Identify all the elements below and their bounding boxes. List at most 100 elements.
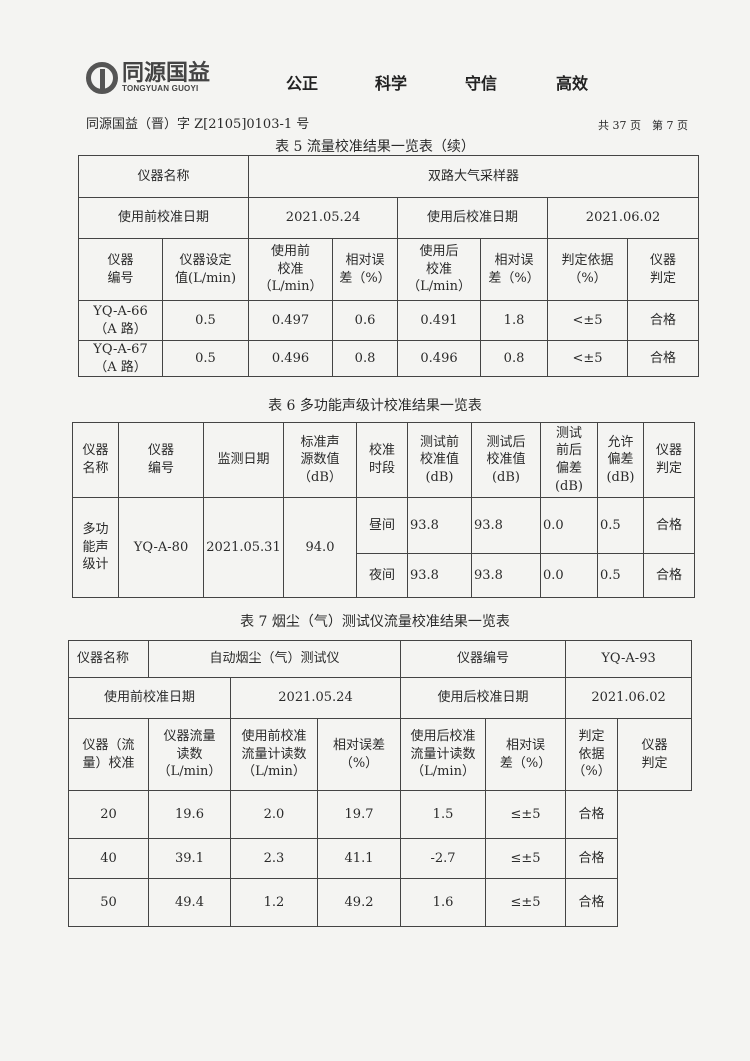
table-cell: 1.2 bbox=[230, 878, 318, 927]
table-cell: 2.0 bbox=[230, 790, 318, 839]
table-cell: <±5 bbox=[547, 339, 629, 378]
table-row: YQ-A-66 （A 路） 0.5 0.497 0.6 0.491 1.8 <±5 合格 bbox=[78, 300, 700, 341]
table-cell: 1.5 bbox=[400, 790, 487, 839]
column-header: 监测日期 bbox=[203, 422, 284, 498]
table-cell: 19.6 bbox=[148, 790, 231, 839]
table-cell: 19.7 bbox=[316, 790, 402, 839]
pre-date: 2021.05.24 bbox=[248, 197, 399, 239]
post-date-label: 使用后校准日期 bbox=[397, 197, 549, 239]
table-cell: 20 bbox=[68, 790, 149, 839]
id-label: 仪器编号 bbox=[400, 640, 567, 678]
table6-title: 表 6 多功能声级计校准结果一览表 bbox=[268, 398, 482, 414]
table-cell: 夜间 bbox=[356, 553, 408, 598]
table-cell: 0.5 bbox=[161, 339, 250, 378]
column-header: 判定依据 （%） bbox=[547, 238, 629, 301]
table-cell: 合格 bbox=[627, 300, 700, 341]
table-cell: 93.8 bbox=[471, 553, 541, 598]
table-cell: -2.7 bbox=[400, 838, 487, 879]
column-header: 判定 依据 （%） bbox=[565, 718, 619, 791]
column-header: 使用前 校准 （L/min） bbox=[248, 238, 334, 301]
column-header: 测试前 校准值 (dB) bbox=[407, 422, 472, 498]
column-header: 使用后 校准 （L/min） bbox=[397, 238, 482, 301]
monitor-date: 2021.05.31 bbox=[203, 497, 284, 598]
column-header: 仪器 判定 bbox=[643, 422, 695, 498]
motto-2: 科学 bbox=[375, 74, 408, 93]
table-cell: 93.8 bbox=[471, 497, 541, 554]
table-cell: 0.497 bbox=[248, 300, 334, 341]
table-row: 40 39.1 2.3 41.1 -2.7 ≤±5 合格 bbox=[68, 838, 692, 879]
table-cell: 0.5 bbox=[597, 497, 644, 554]
column-header: 标准声 源数值 （dB） bbox=[283, 422, 357, 498]
table5-title: 表 5 流量校准结果一览表（续） bbox=[275, 139, 475, 155]
table-row: 夜间 93.8 93.8 0.0 0.5 合格 bbox=[73, 553, 695, 598]
column-header: 测试 前后 偏差 (dB) bbox=[540, 422, 598, 498]
table7: 仪器名称 自动烟尘（气）测试仪 仪器编号 YQ-A-93 使用前校准日期 2021.05… bbox=[68, 640, 693, 927]
table-cell: 0.496 bbox=[248, 339, 334, 378]
column-header: 仪器 编号 bbox=[118, 422, 204, 498]
table-cell: 0.5 bbox=[597, 553, 644, 598]
name-label: 仪器名称 bbox=[77, 155, 250, 198]
name-value: 自动烟尘（气）测试仪 bbox=[147, 640, 402, 678]
table-cell: 0.6 bbox=[332, 300, 399, 341]
column-header: 相对误 差（%） bbox=[332, 238, 399, 301]
logo-mark-icon bbox=[86, 62, 118, 94]
motto-1: 公正 bbox=[286, 74, 319, 93]
table-row: 20 19.6 2.0 19.7 1.5 ≤±5 合格 bbox=[68, 790, 692, 839]
column-header: 测试后 校准值 (dB) bbox=[471, 422, 541, 498]
column-header: 仪器 编号 bbox=[78, 238, 163, 301]
table-cell: ≤±5 bbox=[485, 878, 567, 927]
table-cell: 合格 bbox=[565, 878, 619, 927]
post-date: 2021.06.02 bbox=[547, 197, 700, 239]
instrument-id: YQ-A-80 bbox=[118, 497, 204, 598]
table-cell: 49.4 bbox=[148, 878, 231, 927]
table-cell: ≤±5 bbox=[485, 838, 567, 879]
standard-value: 94.0 bbox=[283, 497, 357, 598]
column-header: 仪器 判定 bbox=[617, 718, 693, 791]
table-cell: 合格 bbox=[565, 838, 619, 879]
table-cell: 39.1 bbox=[148, 838, 231, 879]
table-cell: 0.8 bbox=[332, 339, 399, 378]
table-cell: 0.0 bbox=[540, 553, 598, 598]
motto-4: 高效 bbox=[556, 74, 589, 93]
table-cell: 0.491 bbox=[397, 300, 482, 341]
table-cell: 0.0 bbox=[540, 497, 598, 554]
table-row: 50 49.4 1.2 49.2 1.6 ≤±5 合格 bbox=[68, 878, 692, 927]
page-count: 共 37 页 第 7 页 bbox=[598, 119, 688, 132]
company-logo: 同源国益 TONGYUAN GUOYI bbox=[86, 62, 210, 94]
column-header: 相对误差 （%） bbox=[316, 718, 402, 791]
table-cell: 93.8 bbox=[407, 553, 472, 598]
table-cell: 2.3 bbox=[230, 838, 318, 879]
name-value: 双路大气采样器 bbox=[248, 155, 700, 198]
table-cell: 49.2 bbox=[316, 878, 402, 927]
table-cell: 1.8 bbox=[480, 300, 549, 341]
table-cell: 0.8 bbox=[480, 339, 549, 378]
table-cell: YQ-A-66 （A 路） bbox=[78, 300, 163, 341]
table-cell: YQ-A-67 （A 路） bbox=[78, 339, 163, 378]
pre-date: 2021.05.24 bbox=[229, 677, 402, 719]
column-header: 使用后校准 流量计读数 （L/min） bbox=[400, 718, 487, 791]
table7-title: 表 7 烟尘（气）测试仪流量校准结果一览表 bbox=[240, 614, 510, 630]
table-row: YQ-A-67 （A 路） 0.5 0.496 0.8 0.496 0.8 <±5 合格 bbox=[78, 339, 700, 378]
table-cell: 昼间 bbox=[356, 497, 408, 554]
column-header: 允许 偏差 (dB) bbox=[597, 422, 644, 498]
table-cell: <±5 bbox=[547, 300, 629, 341]
instrument-name: 多功 能声 级计 bbox=[72, 497, 119, 598]
pre-date-label: 使用前校准日期 bbox=[68, 677, 231, 719]
column-header: 相对误 差（%） bbox=[485, 718, 567, 791]
table-cell: ≤±5 bbox=[485, 790, 567, 839]
column-header: 校准 时段 bbox=[356, 422, 408, 498]
table-cell: 合格 bbox=[643, 553, 695, 598]
table-cell: 1.6 bbox=[400, 878, 487, 927]
table-cell: 41.1 bbox=[316, 838, 402, 879]
name-label: 仪器名称 bbox=[68, 640, 149, 678]
motto-3: 守信 bbox=[465, 74, 498, 93]
logo-cn: 同源国益 bbox=[122, 61, 211, 86]
id-value: YQ-A-93 bbox=[565, 640, 693, 678]
row-label: 仪器（流 量）校准 bbox=[68, 718, 149, 791]
table6: 仪器 名称 仪器 编号 监测日期 标准声 源数值 （dB） 校准 时段 测试前 校准值 (… bbox=[72, 422, 695, 598]
table-cell: 50 bbox=[68, 878, 149, 927]
table-cell: 0.496 bbox=[397, 339, 482, 378]
table-cell: 合格 bbox=[565, 790, 619, 839]
table-cell: 0.5 bbox=[161, 300, 250, 341]
